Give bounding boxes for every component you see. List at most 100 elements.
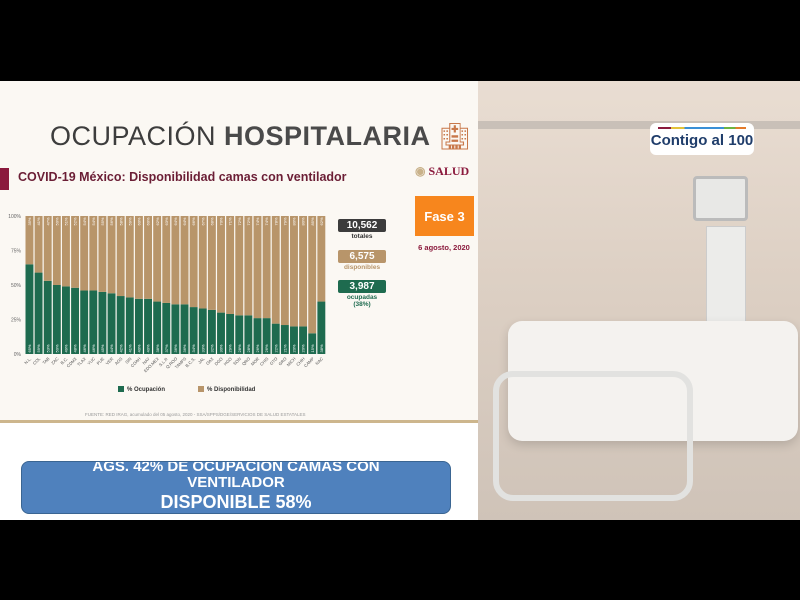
ventilator-monitor [693,176,748,221]
bar-availability [162,216,171,303]
occupancy-label: 45% [100,344,105,352]
bar-availability [89,216,98,291]
bar-availability [25,216,34,265]
bar-occupancy [25,264,34,354]
occupancy-label: 22% [273,344,278,352]
bar-occupancy [107,293,116,354]
bar-availability [34,216,43,273]
bar-occupancy [189,307,198,354]
bar-availability [107,216,116,294]
bar-occupancy [43,280,52,354]
bar-availability [171,216,180,305]
category-label: AGS [114,356,124,366]
availability-label: 35% [27,217,32,225]
availability-label: 62% [319,217,324,225]
occupancy-label: 34% [191,344,196,352]
category-label: NAC [314,356,324,366]
availability-label: 54% [82,217,87,225]
logo-text: SALUD [428,164,470,178]
availability-label: 58% [118,217,123,225]
category-label: N.L. [23,356,32,365]
occupancy-label: 65% [27,344,32,352]
availability-label: 54% [91,217,96,225]
occupancy-label: 53% [45,344,50,352]
occupancy-label: 41% [127,344,132,352]
category-label: MOR [250,356,260,366]
bar-occupancy [299,326,308,354]
availability-label: 59% [127,217,132,225]
legend-label: % Ocupación [127,387,165,393]
bar-occupancy [207,309,216,354]
category-label: TAB [41,356,50,365]
bar-availability [271,216,280,324]
availability-label: 78% [273,217,278,225]
bar-occupancy [34,272,43,354]
occupancy-label: 46% [82,344,87,352]
availability-label: 74% [264,217,269,225]
y-tick-label: 50% [11,283,22,289]
occupancy-label: 40% [146,344,151,352]
bar-occupancy [262,318,271,354]
banner-line2: VENTILADOR [187,474,285,491]
occupancy-label: 28% [246,344,251,352]
accent-marker [0,168,9,190]
bar-occupancy [308,333,317,354]
occupancy-label: 37% [164,344,169,352]
availability-label: 62% [155,217,160,225]
bar-occupancy [52,285,61,354]
bar-availability [280,216,289,326]
report-date: 6 agosto, 2020 [418,243,470,252]
legend-label: % Disponibilidad [207,387,256,393]
bar-occupancy [125,297,134,354]
category-label: GTO [269,356,279,366]
occupancy-label: 33% [200,344,205,352]
bar-availability [317,216,326,302]
availability-label: 66% [191,217,196,225]
bar-availability [98,216,107,292]
availability-label: 47% [45,217,50,225]
total-value: 10,562 [338,219,386,232]
category-label: OAX [205,356,215,366]
category-label: NAY [141,356,151,366]
occupancy-label: 40% [137,344,142,352]
occupancy-label: 20% [292,344,297,352]
availability-label: 51% [64,217,69,225]
category-label: YUC [86,356,96,366]
availability-label: 64% [182,217,187,225]
chart-subtitle: COVID-19 México: Disponibilidad camas co… [18,170,347,184]
caption-banner: AGS. 42% DE OCUPACION CAMAS CON VENTILAD… [21,461,451,514]
availability-label: 80% [292,217,297,225]
y-tick-label: 75% [11,249,22,255]
banner-line3: DISPONIBLE 58% [160,492,312,512]
category-label: CHIS [259,356,270,367]
occupancy-label: 38% [319,344,324,352]
category-label: S.L.P. [158,356,169,367]
contigo-al-100-logo: Contigo al 100 [650,123,754,155]
occupancy-label: 21% [282,344,287,352]
bar-occupancy [98,291,107,354]
wall-rail [478,121,800,129]
available-label: disponibles [343,264,381,271]
availability-label: 56% [109,217,114,225]
category-label: GRO [277,356,288,367]
occupancy-label: 46% [91,344,96,352]
bar-occupancy [134,298,143,354]
bar-occupancy [253,318,262,354]
category-label: CHIH [295,356,306,367]
source-note: FUENTE: RED IRAG, acumulado del 05 agost… [85,412,306,417]
category-label: SIN [124,356,132,364]
availability-label: 71% [228,217,233,225]
stat-occupied: 3,987 ocupadas (38%) [338,280,386,308]
slide-title: OCUPACIÓN HOSPITALARIA 🏥︎ [50,121,472,152]
category-label: B.C. [59,356,68,365]
bar-occupancy [144,298,152,354]
occupancy-label: 20% [301,344,306,352]
bar-occupancy [171,304,180,354]
ventilator-stand [706,226,746,336]
bar-occupancy [235,315,244,354]
occupancy-label: 36% [173,344,178,352]
bar-occupancy [89,290,98,354]
hospital-icon: 🏥︎ [438,121,473,151]
bar-availability [144,216,152,299]
